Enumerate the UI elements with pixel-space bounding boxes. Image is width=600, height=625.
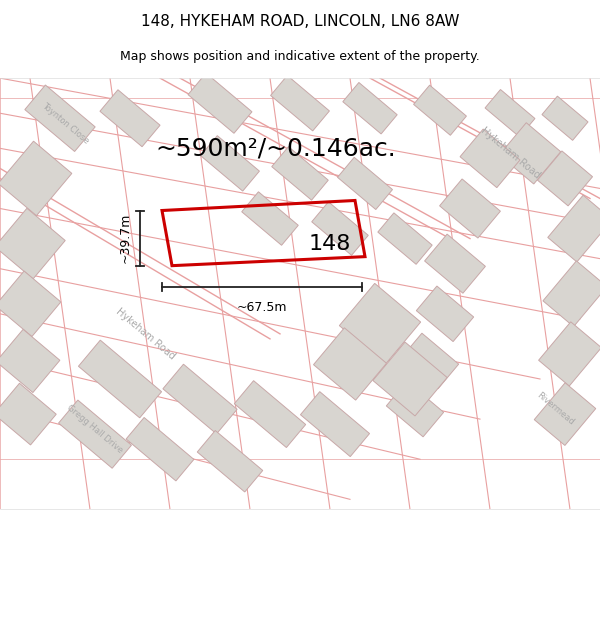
Polygon shape bbox=[301, 392, 370, 457]
Polygon shape bbox=[548, 195, 600, 262]
Polygon shape bbox=[163, 364, 237, 434]
Polygon shape bbox=[460, 129, 520, 188]
Polygon shape bbox=[539, 322, 600, 386]
Polygon shape bbox=[314, 328, 386, 400]
Polygon shape bbox=[126, 418, 194, 481]
Polygon shape bbox=[378, 213, 432, 264]
Polygon shape bbox=[312, 202, 368, 255]
Polygon shape bbox=[271, 76, 329, 131]
Text: Hykeham Road: Hykeham Road bbox=[479, 126, 541, 181]
Text: 148, HYKEHAM ROAD, LINCOLN, LN6 8AW: 148, HYKEHAM ROAD, LINCOLN, LN6 8AW bbox=[141, 14, 459, 29]
Polygon shape bbox=[100, 90, 160, 147]
Text: ~590m²/~0.146ac.: ~590m²/~0.146ac. bbox=[155, 136, 396, 161]
Polygon shape bbox=[340, 283, 421, 364]
Polygon shape bbox=[440, 179, 500, 238]
Polygon shape bbox=[538, 151, 593, 206]
Polygon shape bbox=[386, 381, 443, 437]
Text: ~39.7m: ~39.7m bbox=[119, 213, 132, 263]
Polygon shape bbox=[425, 234, 485, 293]
Text: Rivermead: Rivermead bbox=[535, 391, 575, 428]
Polygon shape bbox=[337, 158, 392, 209]
Polygon shape bbox=[542, 96, 588, 141]
Polygon shape bbox=[413, 85, 466, 135]
Polygon shape bbox=[0, 329, 60, 392]
Polygon shape bbox=[373, 342, 447, 416]
Polygon shape bbox=[0, 271, 61, 336]
Text: Toynton Close: Toynton Close bbox=[40, 101, 90, 146]
Polygon shape bbox=[25, 85, 95, 151]
Polygon shape bbox=[534, 382, 596, 446]
Polygon shape bbox=[59, 400, 131, 468]
Polygon shape bbox=[416, 286, 473, 342]
Polygon shape bbox=[79, 340, 161, 418]
Text: 148: 148 bbox=[309, 234, 351, 254]
Polygon shape bbox=[485, 89, 535, 137]
Polygon shape bbox=[197, 431, 263, 492]
Polygon shape bbox=[235, 381, 305, 448]
Text: Map shows position and indicative extent of the property.: Map shows position and indicative extent… bbox=[120, 50, 480, 62]
Text: Hykeham Road: Hykeham Road bbox=[113, 306, 176, 361]
Polygon shape bbox=[401, 333, 458, 389]
Polygon shape bbox=[343, 82, 397, 134]
Polygon shape bbox=[242, 192, 298, 245]
Polygon shape bbox=[0, 383, 56, 445]
Polygon shape bbox=[272, 147, 328, 200]
Polygon shape bbox=[200, 136, 259, 191]
Polygon shape bbox=[543, 261, 600, 327]
Polygon shape bbox=[499, 122, 561, 184]
Text: Gregg Hall Drive: Gregg Hall Drive bbox=[65, 403, 125, 455]
Text: ~67.5m: ~67.5m bbox=[237, 301, 287, 314]
Polygon shape bbox=[0, 141, 72, 216]
Polygon shape bbox=[188, 73, 252, 133]
Polygon shape bbox=[0, 208, 65, 279]
